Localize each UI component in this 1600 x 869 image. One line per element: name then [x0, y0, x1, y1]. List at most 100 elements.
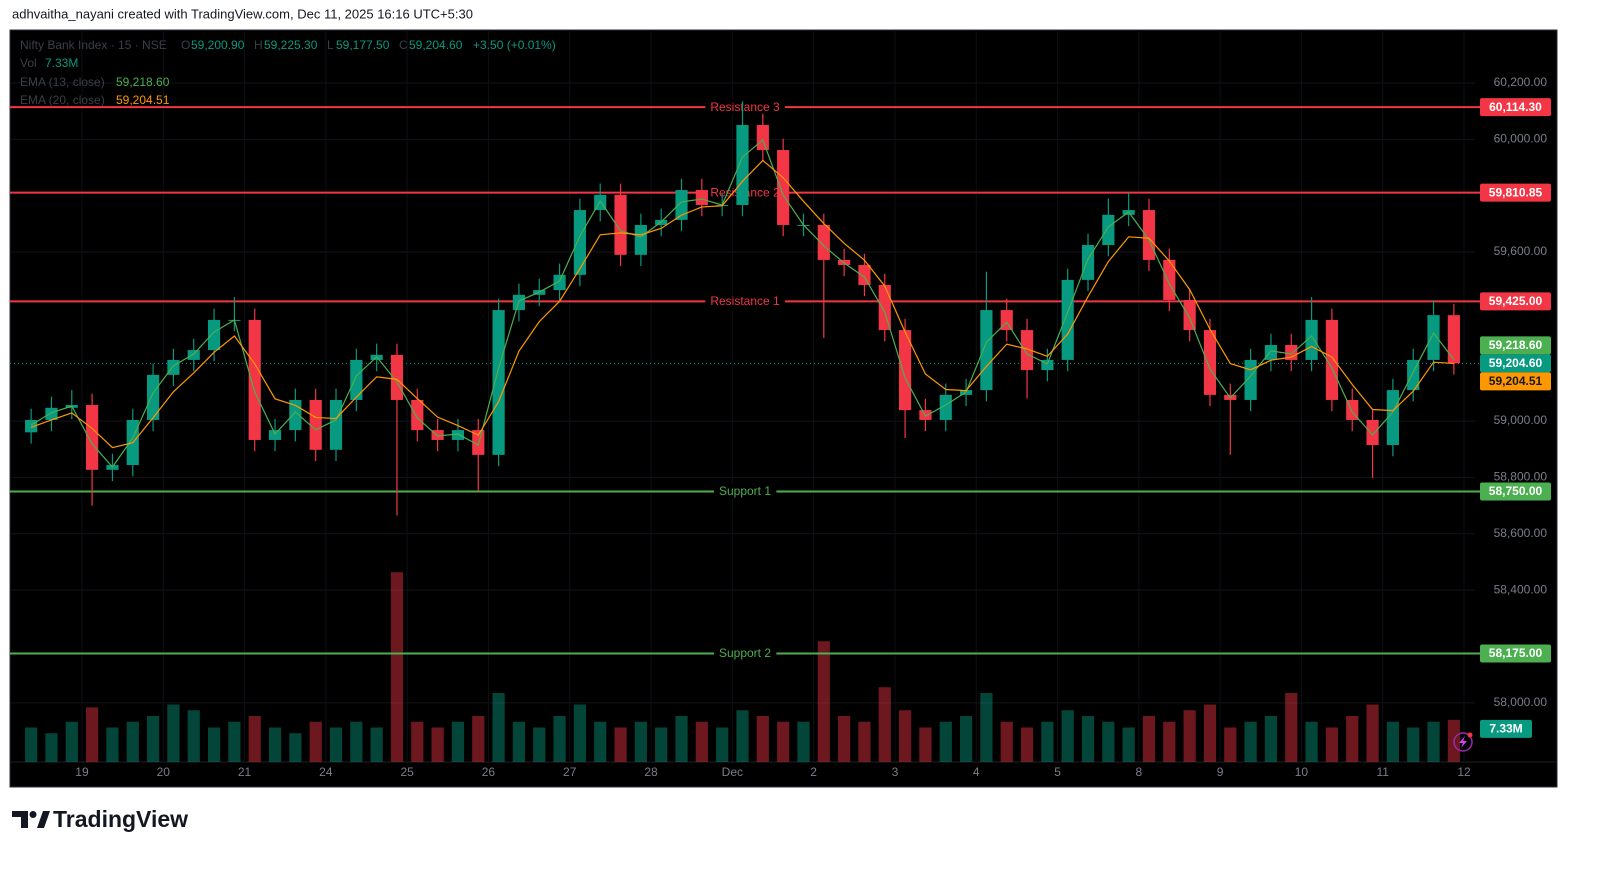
price-badge	[1480, 183, 1551, 202]
volume-bar	[25, 727, 38, 762]
volume-bar	[1102, 721, 1115, 762]
ohlc-letter: H	[254, 38, 263, 52]
candle-body	[207, 319, 221, 351]
volume-bar	[675, 716, 688, 762]
x-tick-label: 4	[973, 765, 980, 779]
candle-body	[1203, 330, 1217, 395]
price-badge	[1480, 644, 1551, 663]
price-badge	[1480, 292, 1551, 311]
candle-body	[1305, 319, 1318, 360]
alert-icon[interactable]	[1453, 732, 1473, 752]
volume-bar	[451, 721, 465, 762]
price-badge-label: 58,750.00	[1489, 484, 1543, 498]
ema-layer	[30, 138, 1455, 468]
candle-body	[614, 194, 627, 255]
volume-bar	[1366, 704, 1379, 762]
volume-bar	[736, 710, 749, 762]
volume-bar	[187, 710, 200, 762]
volume-bar	[1407, 727, 1420, 762]
price-badge-label: 59,204.60	[1489, 356, 1543, 370]
x-tick-label: 2	[810, 765, 817, 779]
volume-bar	[553, 716, 566, 762]
x-tick-label: 26	[482, 765, 496, 779]
price-badge-label: 59,204.51	[1489, 374, 1543, 388]
candle-body	[939, 394, 952, 420]
volume-bar	[329, 727, 343, 762]
ema-value: 59,218.60	[116, 75, 170, 89]
candle-body	[1285, 345, 1298, 360]
ohlc-value: 59,225.30	[264, 38, 318, 52]
volume-bar	[370, 727, 383, 762]
volume-layer	[25, 572, 1460, 762]
candle-body	[1325, 319, 1339, 400]
volume-bar	[777, 721, 790, 762]
volume-bar	[390, 572, 404, 762]
candle-body	[146, 374, 160, 420]
level-label-bg	[705, 100, 786, 115]
x-tick-label: 8	[1135, 765, 1142, 779]
candle-body	[248, 319, 261, 440]
candle-body	[756, 124, 769, 151]
volume-bar	[512, 721, 526, 762]
y-tick-label: 58,600.00	[1494, 526, 1548, 540]
price-badge	[1480, 98, 1551, 117]
candle-body	[898, 330, 912, 411]
candle-body	[451, 430, 465, 440]
candle-body	[1061, 279, 1074, 360]
volume-bar	[146, 716, 160, 762]
volume-bar	[898, 710, 912, 762]
volume-bar	[1020, 727, 1034, 762]
price-badge-label: 58,175.00	[1489, 646, 1543, 660]
candle-body	[553, 274, 566, 291]
candle-body	[329, 399, 343, 450]
candle-body	[1041, 359, 1054, 371]
volume-bar	[980, 693, 993, 762]
price-badge	[1480, 336, 1551, 355]
level-label-bg	[713, 484, 777, 499]
volume-bar	[1041, 721, 1054, 762]
candle-body	[777, 150, 790, 225]
volume-bar	[126, 721, 139, 762]
candle-body	[268, 430, 282, 440]
level-label: Support 1	[719, 484, 771, 498]
candle-body	[86, 405, 99, 470]
candle-body	[980, 310, 993, 391]
volume-bar	[106, 727, 119, 762]
volume-bar	[1081, 716, 1095, 762]
x-tick-label: 25	[400, 765, 414, 779]
volume-bar	[858, 721, 871, 762]
y-tick-label: 60,000.00	[1494, 131, 1548, 145]
volume-bar	[695, 721, 708, 762]
volume-bar	[533, 727, 546, 762]
level-label-bg	[713, 646, 777, 661]
volume-bar	[1244, 721, 1257, 762]
candle-body	[1244, 359, 1257, 400]
brand-name: TradingView	[53, 806, 188, 832]
volume-bar	[716, 727, 729, 762]
volume-bar	[878, 687, 891, 762]
volume-bar	[838, 716, 851, 762]
symbol: Nifty Bank Index · 15 · NSE	[20, 38, 167, 52]
y-tick-label: 60,200.00	[1494, 75, 1548, 89]
price-badge-label: 59,218.60	[1489, 338, 1543, 352]
ohlc-value: 59,177.50	[336, 38, 390, 52]
x-tick-label: 19	[75, 765, 89, 779]
x-tick-label: 27	[563, 765, 577, 779]
candle-body	[1264, 345, 1278, 360]
x-tick-label: 20	[157, 765, 171, 779]
ohlc-letter: L	[327, 38, 334, 52]
volume-bar	[431, 727, 444, 762]
price-badge-label: 59,425.00	[1489, 294, 1543, 308]
volume-bar	[45, 733, 58, 762]
volume-bar	[1224, 727, 1237, 762]
candle-body	[167, 359, 180, 375]
candle-body	[492, 310, 505, 455]
volume-bar	[228, 721, 241, 762]
volume-bar	[959, 716, 973, 762]
candle-body	[45, 407, 58, 420]
ema-name: EMA (13, close)	[20, 75, 105, 89]
volume-bar	[309, 721, 322, 762]
level-label: Resistance 3	[710, 100, 780, 114]
volume-bar	[350, 721, 363, 762]
